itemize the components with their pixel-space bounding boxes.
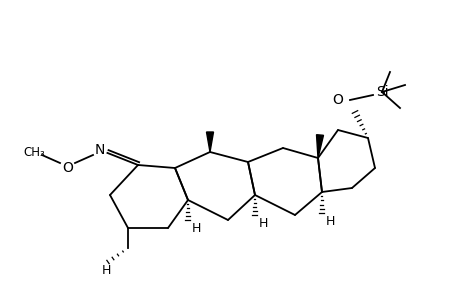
Polygon shape <box>206 132 213 152</box>
Text: CH₃: CH₃ <box>23 146 45 158</box>
Text: O: O <box>332 93 343 107</box>
Text: O: O <box>62 161 73 175</box>
Text: Si: Si <box>375 85 387 99</box>
Text: H: H <box>101 264 111 277</box>
Text: H: H <box>191 222 201 235</box>
Text: H: H <box>258 217 268 230</box>
Text: N: N <box>95 143 105 157</box>
Polygon shape <box>316 135 323 158</box>
Text: H: H <box>325 215 335 228</box>
